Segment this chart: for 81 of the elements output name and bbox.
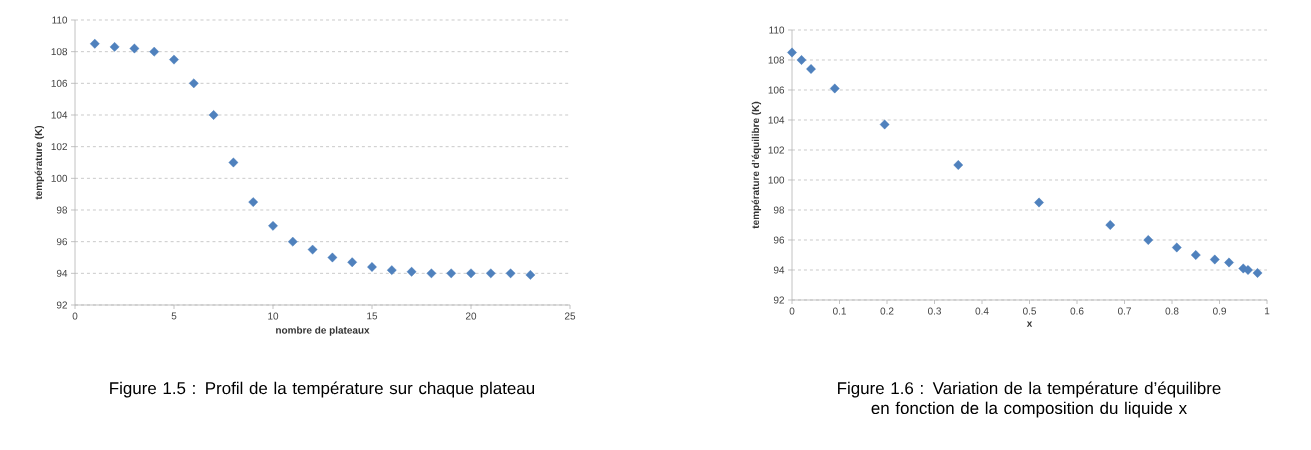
y-tick-label: 104: [51, 111, 68, 119]
y-tick-label: 108: [51, 48, 68, 56]
y-axis-title: température d’équilibre (K): [751, 101, 762, 229]
x-tick-label: 0.4: [975, 307, 989, 315]
point: [426, 268, 437, 279]
point: [879, 119, 890, 130]
point: [505, 268, 516, 279]
point: [287, 236, 298, 247]
point: [1171, 242, 1182, 253]
y-tick-label: 106: [51, 79, 68, 87]
y-tick-label: 100: [768, 176, 785, 184]
x-tick-label: 0.1: [832, 307, 846, 315]
point: [1224, 257, 1234, 268]
point: [787, 47, 797, 58]
x-tick-label: 0.2: [880, 307, 894, 315]
x-tick-label: 0.6: [1070, 307, 1084, 315]
point: [446, 268, 457, 279]
y-tick-label: 106: [768, 86, 785, 94]
y-tick-label: 96: [56, 238, 68, 246]
x-tick-label: 20: [465, 312, 477, 320]
x-axis-title: nombre de plateaux: [276, 326, 370, 336]
point: [1034, 197, 1044, 208]
y-axis-title: température (K): [34, 125, 45, 200]
point: [485, 268, 496, 279]
point: [109, 42, 120, 52]
point: [1209, 254, 1220, 265]
y-tick-label: 110: [52, 16, 68, 24]
x-tick-label: 0.8: [1165, 307, 1179, 315]
point: [829, 83, 840, 94]
x-tick-label: 0.5: [1022, 307, 1037, 315]
x-tick-label: 25: [564, 312, 576, 320]
point: [406, 266, 417, 277]
x-tick-label: 0: [72, 312, 78, 320]
point: [248, 197, 259, 207]
point: [806, 64, 816, 74]
x-axis-title: x: [1026, 321, 1033, 327]
point: [386, 265, 397, 276]
x-tick-label: 0.7: [1117, 307, 1131, 315]
x-tick-label: 0.3: [927, 307, 942, 315]
point: [953, 160, 964, 170]
y-tick-label: 94: [773, 266, 785, 274]
caption: Figure 1.5 : Profil de la température sur chaque plateau: [110, 381, 535, 398]
point: [367, 262, 377, 272]
point: [796, 55, 807, 65]
point: [1143, 235, 1154, 245]
point: [1105, 220, 1116, 230]
point: [466, 268, 476, 279]
y-tick-label: 110: [769, 26, 785, 34]
point: [1190, 250, 1201, 260]
x-tick-label: 15: [367, 312, 378, 320]
y-tick-label: 102: [51, 143, 67, 151]
point: [1243, 265, 1253, 275]
y-tick-label: 92: [773, 296, 785, 304]
x-tick-label: 5: [171, 312, 177, 320]
point: [129, 43, 140, 54]
y-tick-label: 98: [773, 206, 785, 214]
y-tick-label: 92: [56, 301, 67, 309]
y-tick-label: 96: [773, 236, 785, 244]
point: [1252, 268, 1263, 278]
y-tick-label: 108: [768, 56, 785, 64]
y-tick-label: 102: [768, 146, 785, 154]
x-tick-label: 10: [268, 312, 279, 320]
point: [347, 257, 358, 268]
point: [525, 270, 536, 280]
point: [307, 244, 318, 255]
point: [327, 252, 338, 263]
point: [228, 157, 239, 168]
point: [89, 38, 100, 49]
y-tick-label: 100: [51, 174, 68, 182]
x-tick-label: 0: [789, 307, 795, 315]
point: [149, 46, 160, 57]
point: [208, 110, 219, 120]
y-tick-label: 98: [56, 206, 68, 214]
point: [169, 54, 179, 65]
caption: Figure 1.6 : Variation de la température d’équilibre en fonction de la composition du liquide x: [838, 381, 1221, 418]
x-tick-label: 0.9: [1212, 307, 1226, 315]
x-tick-label: 1: [1265, 307, 1270, 315]
y-tick-label: 104: [768, 116, 785, 124]
y-tick-label: 94: [56, 269, 68, 277]
point: [188, 78, 199, 89]
point: [268, 220, 278, 231]
